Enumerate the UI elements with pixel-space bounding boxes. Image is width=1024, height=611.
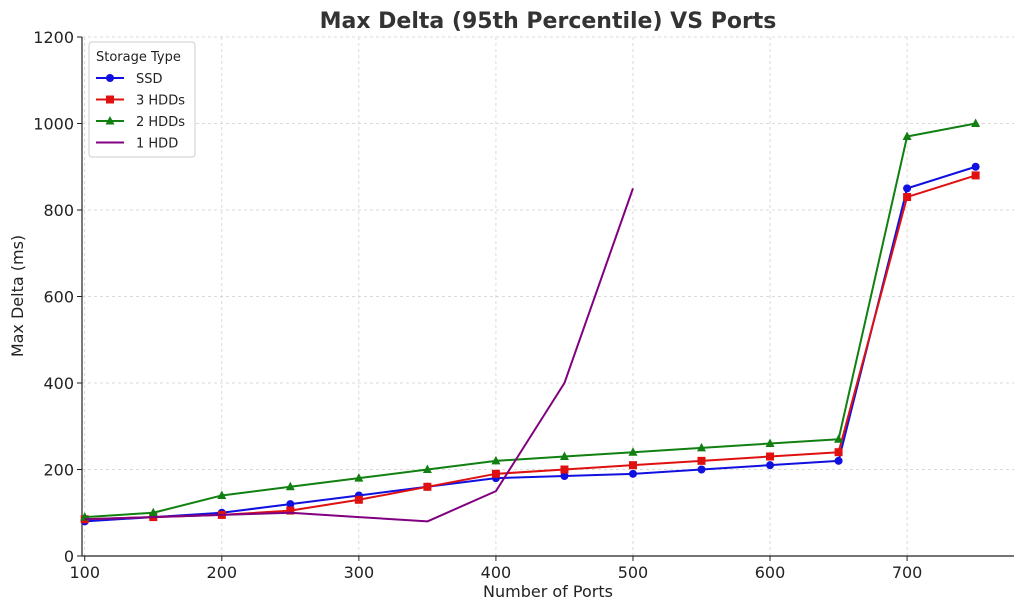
y-tick-label: 1200 (33, 28, 74, 47)
data-point-2-hdds (354, 473, 364, 482)
legend-marker-2-hdds (105, 116, 115, 125)
data-point-2-hdds (628, 447, 638, 456)
chart-title: Max Delta (95th Percentile) VS Ports (320, 9, 777, 34)
series-group (80, 118, 981, 526)
data-point-3-hdds (903, 193, 912, 202)
series-3-hdds (80, 171, 980, 524)
series-line-1-hdd (84, 188, 634, 523)
data-point-ssd (560, 471, 569, 480)
y-tick-label: 800 (43, 201, 74, 220)
y-tick-label: 0 (64, 547, 74, 566)
data-point-2-hdds (902, 131, 912, 140)
legend-box (88, 41, 196, 158)
legend-marker-ssd (106, 74, 114, 82)
legend-label-ssd: SSD (136, 72, 163, 87)
data-point-3-hdds (834, 448, 843, 457)
data-point-3-hdds (766, 452, 775, 461)
data-point-ssd (834, 456, 843, 465)
data-point-2-hdds (217, 490, 227, 499)
legend-label-1-hdd: 1 HDD (136, 137, 178, 152)
data-point-2-hdds (765, 438, 775, 448)
data-point-3-hdds (697, 456, 706, 465)
series-line-ssd (84, 165, 976, 523)
legend-label-3-hdds: 3 HDDs (136, 94, 185, 109)
axes: 100 200 300 400 500 600 700 0 200 400 600 800 1000 12… (33, 28, 1014, 582)
series-line-3-hdds (84, 174, 976, 521)
legend-title: Storage Type (96, 50, 181, 65)
data-point-2-hdds (697, 442, 707, 452)
data-point-3-hdds (423, 482, 432, 491)
series-2-hdds (80, 118, 981, 521)
x-tick-label: 300 (344, 563, 375, 582)
data-point-2-hdds (422, 464, 432, 473)
y-tick-label: 1000 (33, 115, 74, 134)
data-point-3-hdds (628, 461, 637, 470)
y-tick-label: 600 (43, 288, 74, 307)
data-point-2-hdds (834, 434, 844, 443)
x-tick-label: 400 (481, 563, 512, 582)
data-point-ssd (971, 162, 980, 171)
legend-label-2-hdds: 2 HDDs (136, 115, 185, 130)
data-point-2-hdds (491, 455, 501, 465)
data-point-3-hdds (354, 495, 363, 504)
data-point-3-hdds (560, 465, 569, 474)
x-tick-label: 700 (892, 563, 923, 582)
x-tick-label: 500 (618, 563, 649, 582)
data-point-ssd (628, 469, 637, 478)
data-point-2-hdds (559, 451, 569, 461)
data-point-ssd (766, 461, 775, 470)
data-point-ssd (697, 465, 706, 474)
x-tick-label: 600 (755, 563, 786, 582)
data-point-2-hdds (971, 118, 981, 127)
data-point-ssd (286, 500, 295, 509)
data-point-3-hdds (286, 506, 295, 515)
y-tick-label: 200 (43, 461, 74, 480)
y-axis-label: Max Delta (ms) (8, 235, 27, 357)
x-tick-label: 100 (69, 563, 100, 582)
data-point-3-hdds (491, 469, 500, 478)
x-tick-label: 200 (207, 563, 238, 582)
grid (82, 36, 1014, 557)
legend-marker-3-hdds (106, 95, 114, 104)
series-1-hdd (84, 188, 634, 523)
y-tick-label: 400 (43, 374, 74, 393)
legend: Storage Type SSD 3 HDDs 2 HDDs 1 HDD (88, 41, 196, 158)
x-axis-label: Number of Ports (483, 582, 613, 601)
data-point-3-hdds (971, 171, 980, 180)
series-line-2-hdds (84, 122, 976, 519)
data-point-2-hdds (285, 481, 295, 491)
data-point-2-hdds (148, 507, 158, 517)
data-point-ssd (903, 184, 912, 193)
